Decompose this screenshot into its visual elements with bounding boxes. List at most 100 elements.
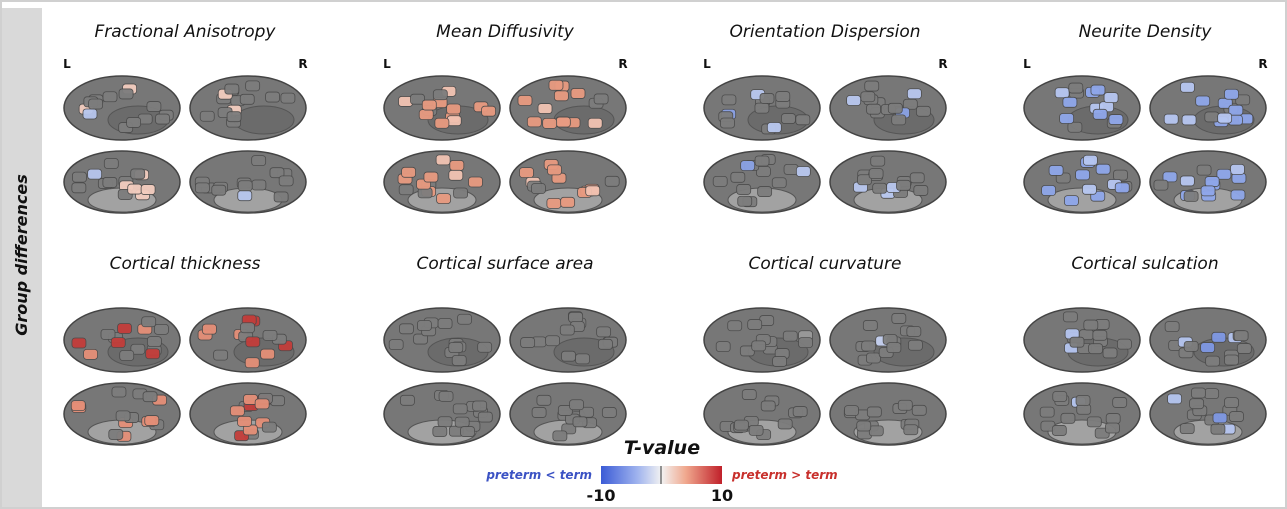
panel-title: Fractional Anisotropy bbox=[95, 22, 277, 42]
parcel bbox=[1113, 397, 1127, 407]
parcel bbox=[111, 338, 125, 348]
colorbar-high-label: preterm > term bbox=[731, 468, 838, 482]
hemisphere-right-label: R bbox=[1258, 57, 1267, 71]
parcel bbox=[910, 173, 924, 183]
parcel bbox=[450, 160, 464, 170]
parcel bbox=[147, 102, 161, 112]
parcel bbox=[904, 425, 918, 435]
parcel bbox=[907, 89, 921, 99]
parcel bbox=[742, 390, 756, 400]
parcel bbox=[422, 100, 436, 110]
parcel bbox=[1168, 394, 1182, 404]
parcel bbox=[119, 89, 133, 99]
parcel bbox=[1225, 398, 1239, 408]
parcel bbox=[482, 106, 496, 116]
parcel bbox=[573, 417, 587, 427]
parcel bbox=[127, 117, 141, 127]
parcel bbox=[433, 90, 447, 100]
parcel bbox=[1218, 113, 1232, 123]
parcel bbox=[1191, 388, 1205, 398]
parcel bbox=[594, 94, 608, 104]
parcel bbox=[866, 353, 880, 363]
parcel bbox=[796, 115, 810, 125]
panel-title: Cortical surface area bbox=[416, 254, 593, 274]
parcel bbox=[549, 80, 563, 90]
hemisphere-left-label: L bbox=[383, 57, 391, 71]
parcel bbox=[245, 358, 259, 368]
parcel bbox=[914, 185, 928, 195]
parcel bbox=[131, 169, 145, 179]
parcel bbox=[84, 349, 98, 359]
parcel bbox=[793, 407, 807, 417]
parcel bbox=[1105, 423, 1119, 433]
parcel bbox=[1180, 82, 1194, 92]
parcel bbox=[89, 99, 103, 109]
parcel bbox=[1206, 356, 1220, 366]
parcel bbox=[200, 111, 214, 121]
parcel bbox=[83, 109, 97, 119]
brain-lobe bbox=[234, 106, 294, 134]
parcel bbox=[1197, 165, 1211, 175]
parcel bbox=[252, 180, 266, 190]
parcel bbox=[1103, 348, 1117, 358]
parcel bbox=[1211, 424, 1225, 434]
parcel bbox=[447, 104, 461, 114]
parcel bbox=[799, 338, 813, 348]
parcel bbox=[586, 186, 600, 196]
parcel bbox=[562, 351, 576, 361]
parcel bbox=[912, 405, 926, 415]
figure: Group differences Fractional Anisotropy L… bbox=[0, 0, 1287, 509]
parcel bbox=[1052, 425, 1066, 435]
parcel bbox=[521, 338, 535, 348]
hemisphere-left-label: L bbox=[1023, 57, 1031, 71]
parcel bbox=[252, 156, 266, 166]
parcel bbox=[531, 184, 545, 194]
parcel bbox=[230, 406, 244, 416]
parcel bbox=[602, 407, 616, 417]
parcel bbox=[781, 114, 795, 124]
parcel bbox=[1201, 343, 1215, 353]
parcel bbox=[867, 407, 881, 417]
parcel bbox=[453, 404, 467, 414]
parcel bbox=[554, 91, 568, 101]
parcel bbox=[116, 411, 130, 421]
parcel bbox=[238, 181, 252, 191]
parcel bbox=[400, 395, 414, 405]
parcel bbox=[455, 417, 469, 427]
parcel bbox=[447, 116, 461, 126]
parcel bbox=[1231, 190, 1245, 200]
parcel bbox=[1180, 176, 1194, 186]
parcel bbox=[553, 431, 567, 441]
parcel bbox=[755, 156, 769, 166]
parcel bbox=[761, 401, 775, 411]
parcel bbox=[452, 355, 466, 365]
parcel bbox=[1082, 184, 1096, 194]
parcel bbox=[473, 401, 487, 411]
parcel bbox=[246, 337, 260, 347]
hemisphere-left-label: L bbox=[703, 57, 711, 71]
parcel bbox=[274, 192, 288, 202]
parcel bbox=[772, 178, 786, 188]
parcel bbox=[435, 118, 449, 128]
parcel bbox=[1061, 413, 1075, 423]
parcel bbox=[869, 426, 883, 436]
parcel bbox=[1212, 332, 1226, 342]
parcel bbox=[863, 320, 877, 330]
parcel bbox=[760, 93, 774, 103]
parcel bbox=[120, 350, 134, 360]
parcel bbox=[143, 392, 157, 402]
parcel bbox=[755, 103, 769, 113]
parcel bbox=[146, 349, 160, 359]
parcel bbox=[202, 324, 216, 334]
parcel bbox=[1060, 113, 1074, 123]
side-label: Group differences bbox=[12, 174, 31, 336]
parcel bbox=[1234, 331, 1248, 341]
hemisphere-left-label: L bbox=[63, 57, 71, 71]
parcel bbox=[88, 169, 102, 179]
parcel bbox=[862, 341, 876, 351]
parcel bbox=[1182, 115, 1196, 125]
hemisphere-right-label: R bbox=[298, 57, 307, 71]
parcel bbox=[424, 172, 438, 182]
parcel bbox=[738, 196, 752, 206]
parcel bbox=[147, 337, 161, 347]
